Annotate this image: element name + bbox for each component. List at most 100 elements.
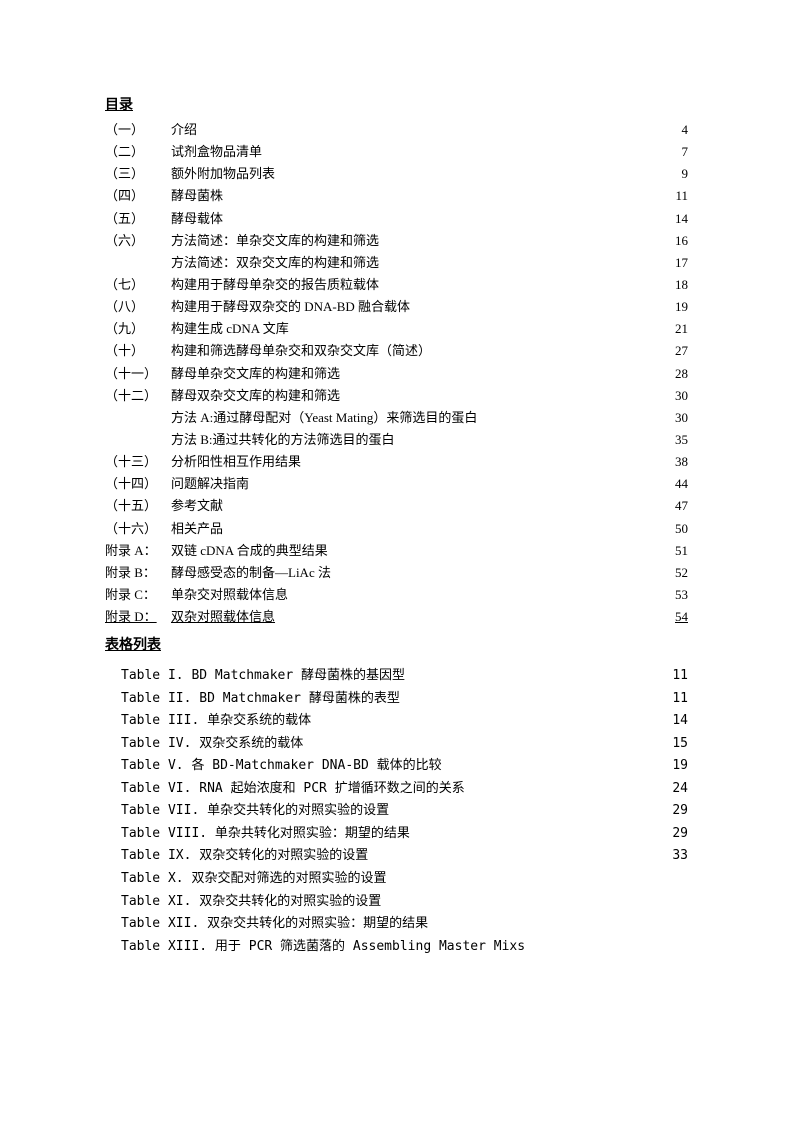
toc-row: （五）酵母载体14 — [105, 209, 688, 229]
table-label: Table XIII. 用于 PCR 筛选菌落的 Assembling Mast… — [121, 937, 648, 958]
table-page: 11 — [648, 689, 688, 710]
toc-row: （十三）分析阳性相互作用结果38 — [105, 452, 688, 472]
toc-title: 酵母双杂交文库的构建和筛选 — [171, 386, 648, 406]
appendix-label: 附录 D： — [105, 607, 171, 627]
toc-row: 方法 B:通过共转化的方法筛选目的蛋白35 — [105, 430, 688, 450]
toc-page: 21 — [648, 319, 688, 339]
appendix-label: 附录 B： — [105, 563, 171, 583]
toc-title: 酵母单杂交文库的构建和筛选 — [171, 364, 648, 384]
toc-num: （四） — [105, 186, 171, 206]
table-label: Table XI. 双杂交共转化的对照实验的设置 — [121, 892, 648, 913]
appendix-row: 附录 D：双杂对照载体信息54 — [105, 607, 688, 627]
toc-num: （七） — [105, 275, 171, 295]
toc-num: （十五） — [105, 496, 171, 516]
toc-row: （四）酵母菌株11 — [105, 186, 688, 206]
appendix-label: 附录 A： — [105, 541, 171, 561]
toc-page: 7 — [648, 142, 688, 162]
tables-heading: 表格列表 — [105, 635, 688, 656]
table-row: Table XII. 双杂交共转化的对照实验：期望的结果 — [121, 914, 688, 935]
table-label: Table X. 双杂交配对筛选的对照实验的设置 — [121, 869, 648, 890]
table-page — [648, 937, 688, 958]
toc-num: （十三） — [105, 452, 171, 472]
toc-page: 44 — [648, 474, 688, 494]
toc-section: （一）介绍4 （二）试剂盒物品清单7 （三）额外附加物品列表9 （四）酵母菌株1… — [105, 120, 688, 627]
table-page — [648, 892, 688, 913]
appendix-row: 附录 B：酵母感受态的制备—LiAc 法52 — [105, 563, 688, 583]
toc-row: （十六）相关产品50 — [105, 519, 688, 539]
toc-row: 方法简述：双杂交文库的构建和筛选17 — [105, 253, 688, 273]
table-page: 19 — [648, 756, 688, 777]
toc-title: 分析阳性相互作用结果 — [171, 452, 648, 472]
toc-row: （三）额外附加物品列表9 — [105, 164, 688, 184]
toc-row: 方法 A:通过酵母配对（Yeast Mating）来筛选目的蛋白30 — [105, 408, 688, 428]
table-label: Table IV. 双杂交系统的载体 — [121, 734, 648, 755]
table-row: Table V. 各 BD-Matchmaker DNA-BD 载体的比较19 — [121, 756, 688, 777]
appendix-row: 附录 C：单杂交对照载体信息53 — [105, 585, 688, 605]
toc-row: （九）构建生成 cDNA 文库21 — [105, 319, 688, 339]
table-label: Table VIII. 单杂共转化对照实验：期望的结果 — [121, 824, 648, 845]
toc-title: 问题解决指南 — [171, 474, 648, 494]
table-label: Table II. BD Matchmaker 酵母菌株的表型 — [121, 689, 648, 710]
tables-section: Table I. BD Matchmaker 酵母菌株的基因型11 Table … — [105, 666, 688, 957]
table-row: Table XIII. 用于 PCR 筛选菌落的 Assembling Mast… — [121, 937, 688, 958]
toc-row: （八）构建用于酵母双杂交的 DNA-BD 融合载体19 — [105, 297, 688, 317]
table-label: Table XII. 双杂交共转化的对照实验：期望的结果 — [121, 914, 648, 935]
toc-row: （十一）酵母单杂交文库的构建和筛选28 — [105, 364, 688, 384]
table-label: Table V. 各 BD-Matchmaker DNA-BD 载体的比较 — [121, 756, 648, 777]
toc-num — [105, 253, 171, 273]
toc-title: 试剂盒物品清单 — [171, 142, 648, 162]
toc-num — [105, 408, 171, 428]
toc-row: （七）构建用于酵母单杂交的报告质粒载体18 — [105, 275, 688, 295]
toc-title: 额外附加物品列表 — [171, 164, 648, 184]
toc-page: 27 — [648, 341, 688, 361]
toc-page: 18 — [648, 275, 688, 295]
table-page: 14 — [648, 711, 688, 732]
appendix-title: 双杂对照载体信息 — [171, 607, 648, 627]
toc-page: 14 — [648, 209, 688, 229]
toc-title: 方法 A:通过酵母配对（Yeast Mating）来筛选目的蛋白 — [171, 408, 648, 428]
toc-page: 30 — [648, 408, 688, 428]
toc-row: （二）试剂盒物品清单7 — [105, 142, 688, 162]
appendix-label: 附录 C： — [105, 585, 171, 605]
table-page: 11 — [648, 666, 688, 687]
table-row: Table VII. 单杂交共转化的对照实验的设置29 — [121, 801, 688, 822]
toc-title: 酵母载体 — [171, 209, 648, 229]
table-label: Table I. BD Matchmaker 酵母菌株的基因型 — [121, 666, 648, 687]
table-page: 15 — [648, 734, 688, 755]
toc-page: 4 — [648, 120, 688, 140]
table-row: Table X. 双杂交配对筛选的对照实验的设置 — [121, 869, 688, 890]
toc-title: 方法简述：单杂交文库的构建和筛选 — [171, 231, 648, 251]
toc-page: 11 — [648, 186, 688, 206]
table-row: Table VI. RNA 起始浓度和 PCR 扩增循环数之间的关系24 — [121, 779, 688, 800]
toc-num: （八） — [105, 297, 171, 317]
toc-num: （五） — [105, 209, 171, 229]
table-page: 24 — [648, 779, 688, 800]
table-row: Table I. BD Matchmaker 酵母菌株的基因型11 — [121, 666, 688, 687]
toc-row: （十四）问题解决指南44 — [105, 474, 688, 494]
toc-page: 17 — [648, 253, 688, 273]
table-row: Table II. BD Matchmaker 酵母菌株的表型11 — [121, 689, 688, 710]
table-page — [648, 914, 688, 935]
toc-page: 35 — [648, 430, 688, 450]
table-label: Table VI. RNA 起始浓度和 PCR 扩增循环数之间的关系 — [121, 779, 648, 800]
toc-title: 酵母菌株 — [171, 186, 648, 206]
toc-num: （三） — [105, 164, 171, 184]
table-row: Table IV. 双杂交系统的载体15 — [121, 734, 688, 755]
toc-page: 19 — [648, 297, 688, 317]
appendix-page: 54 — [648, 607, 688, 627]
toc-title: 介绍 — [171, 120, 648, 140]
appendix-page: 53 — [648, 585, 688, 605]
toc-page: 47 — [648, 496, 688, 516]
toc-page: 9 — [648, 164, 688, 184]
table-label: Table IX. 双杂交转化的对照实验的设置 — [121, 846, 648, 867]
table-row: Table IX. 双杂交转化的对照实验的设置33 — [121, 846, 688, 867]
toc-title: 构建生成 cDNA 文库 — [171, 319, 648, 339]
appendix-row: 附录 A：双链 cDNA 合成的典型结果51 — [105, 541, 688, 561]
toc-row: （十二）酵母双杂交文库的构建和筛选30 — [105, 386, 688, 406]
table-row: Table XI. 双杂交共转化的对照实验的设置 — [121, 892, 688, 913]
table-row: Table III. 单杂交系统的载体14 — [121, 711, 688, 732]
table-page: 29 — [648, 801, 688, 822]
table-label: Table III. 单杂交系统的载体 — [121, 711, 648, 732]
appendix-page: 51 — [648, 541, 688, 561]
toc-title: 构建用于酵母双杂交的 DNA-BD 融合载体 — [171, 297, 648, 317]
